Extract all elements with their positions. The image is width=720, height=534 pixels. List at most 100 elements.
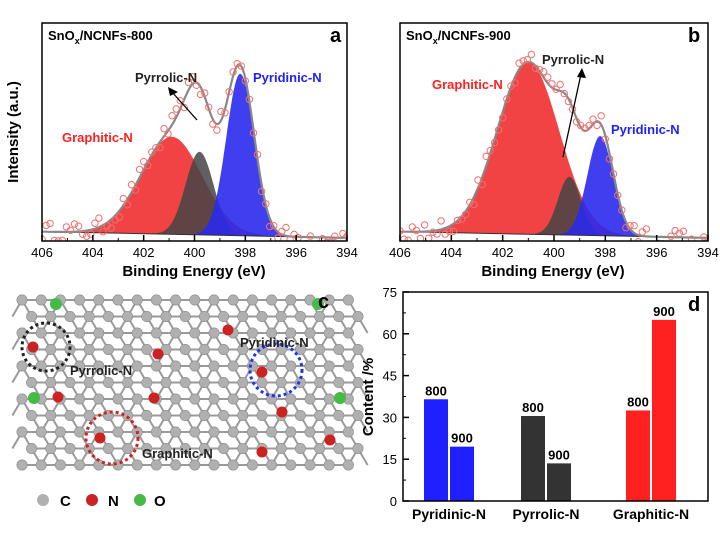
carbon-atom xyxy=(227,393,239,405)
carbon-atom xyxy=(208,327,220,339)
carbon-atom xyxy=(342,294,354,306)
carbon-atom xyxy=(256,409,268,421)
carbon-atom xyxy=(189,360,201,372)
carbon-atom xyxy=(170,360,182,372)
carbon-atom xyxy=(285,294,297,306)
xps-raw-point xyxy=(127,181,136,189)
x-tick-label: 404 xyxy=(82,245,104,260)
xps-peak-pyrrolic xyxy=(400,176,708,238)
panel-a-xlabel: Binding Energy (eV) xyxy=(122,263,265,280)
carbon-atom xyxy=(237,409,249,421)
legend-carbon-marker xyxy=(37,494,49,506)
xps-raw-point xyxy=(225,88,233,96)
xps-raw-point xyxy=(156,143,164,152)
bar-value-label: 800 xyxy=(425,383,447,398)
nitrogen-atom xyxy=(27,341,39,353)
xps-raw-point xyxy=(192,81,201,90)
carbon-atom xyxy=(227,360,239,372)
x-tick-label: 406 xyxy=(31,245,53,260)
nitrogen-atom xyxy=(152,348,164,360)
nitrogen-atom xyxy=(276,406,288,418)
xps-raw-point xyxy=(241,77,250,85)
xps-raw-point xyxy=(445,227,453,235)
carbon-atom xyxy=(256,310,268,322)
xps-raw-point xyxy=(233,60,241,68)
xps-raw-point xyxy=(42,221,50,230)
xps-raw-point xyxy=(511,79,519,87)
carbon-atom xyxy=(179,409,191,421)
carbon-atom xyxy=(285,327,297,339)
xps-raw-point xyxy=(531,64,540,73)
x-tick-label: 398 xyxy=(234,245,256,260)
xps-raw-point xyxy=(700,233,708,241)
carbon-atom xyxy=(83,343,95,355)
xps-raw-point xyxy=(589,115,597,123)
carbon-atom xyxy=(160,376,172,388)
panel-a-label-pyridinic: Pyridinic-N xyxy=(253,70,322,85)
carbon-atom xyxy=(275,376,287,388)
carbon-atom xyxy=(131,459,143,471)
carbon-atom xyxy=(352,409,364,421)
panel-c-pyrrolic-highlight xyxy=(20,321,72,373)
bar-graphitic-n-800 xyxy=(626,410,650,501)
carbon-atom xyxy=(323,294,335,306)
carbon-atom xyxy=(102,376,114,388)
carbon-atom xyxy=(189,459,201,471)
carbon-atom xyxy=(112,393,124,405)
xps-raw-point xyxy=(95,214,103,222)
carbon-atom xyxy=(150,360,162,372)
xps-raw-point xyxy=(457,215,466,224)
xps-raw-point xyxy=(630,222,638,230)
xps-raw-point xyxy=(523,55,531,64)
bar-pyrrolic-n-800 xyxy=(521,416,545,501)
xps-raw-point xyxy=(91,219,99,227)
carbon-atom xyxy=(246,360,258,372)
bar-pyridinic-n-800 xyxy=(424,399,448,501)
carbon-atom xyxy=(160,310,172,322)
xps-raw-point xyxy=(462,210,470,219)
panel-c-letter: c xyxy=(318,291,329,313)
xps-raw-point xyxy=(79,230,87,238)
bar-value-label: 800 xyxy=(627,394,649,409)
xps-raw-point xyxy=(209,120,217,128)
xps-raw-point xyxy=(416,234,425,241)
carbon-atom xyxy=(208,459,220,471)
carbon-atom xyxy=(170,393,182,405)
carbon-atom xyxy=(256,376,268,388)
panel-a-label-pyrrolic: Pyrrolic-N xyxy=(135,70,197,85)
x-tick-label: 402 xyxy=(133,245,155,260)
xps-raw-point xyxy=(609,170,618,178)
xps-raw-point xyxy=(327,238,335,241)
xps-raw-point xyxy=(318,235,327,241)
xps-raw-point xyxy=(601,135,609,143)
xps-raw-point xyxy=(437,217,445,225)
bar-value-label: 800 xyxy=(522,400,544,415)
xps-raw-point xyxy=(286,235,294,241)
carbon-atom xyxy=(237,442,249,454)
xps-raw-point xyxy=(486,146,494,155)
carbon-atom xyxy=(74,459,86,471)
carbon-atom xyxy=(160,409,172,421)
panel-b-label-pyrrolic: Pyrrolic-N xyxy=(542,52,604,67)
carbon-atom xyxy=(45,343,57,355)
carbon-atom xyxy=(141,376,153,388)
xps-raw-point xyxy=(54,237,62,241)
xps-raw-point xyxy=(679,227,688,236)
carbon-atom xyxy=(352,343,364,355)
xps-raw-point xyxy=(564,97,573,106)
xps-raw-point xyxy=(605,155,614,163)
carbon-atom xyxy=(323,327,335,339)
xps-raw-point xyxy=(266,222,274,231)
xps-raw-point xyxy=(535,65,544,74)
xps-raw-point xyxy=(201,89,209,97)
xps-raw-point xyxy=(205,103,213,111)
oxygen-atom xyxy=(334,392,346,404)
carbon-atom xyxy=(304,327,316,339)
carbon-atom xyxy=(150,459,162,471)
legend-oxygen-marker xyxy=(134,494,146,506)
xps-raw-point xyxy=(119,194,128,203)
carbon-atom xyxy=(112,360,124,372)
carbon-atom xyxy=(342,327,354,339)
xps-raw-point xyxy=(253,150,262,159)
panel-a-pointer-arrowhead xyxy=(168,87,178,96)
